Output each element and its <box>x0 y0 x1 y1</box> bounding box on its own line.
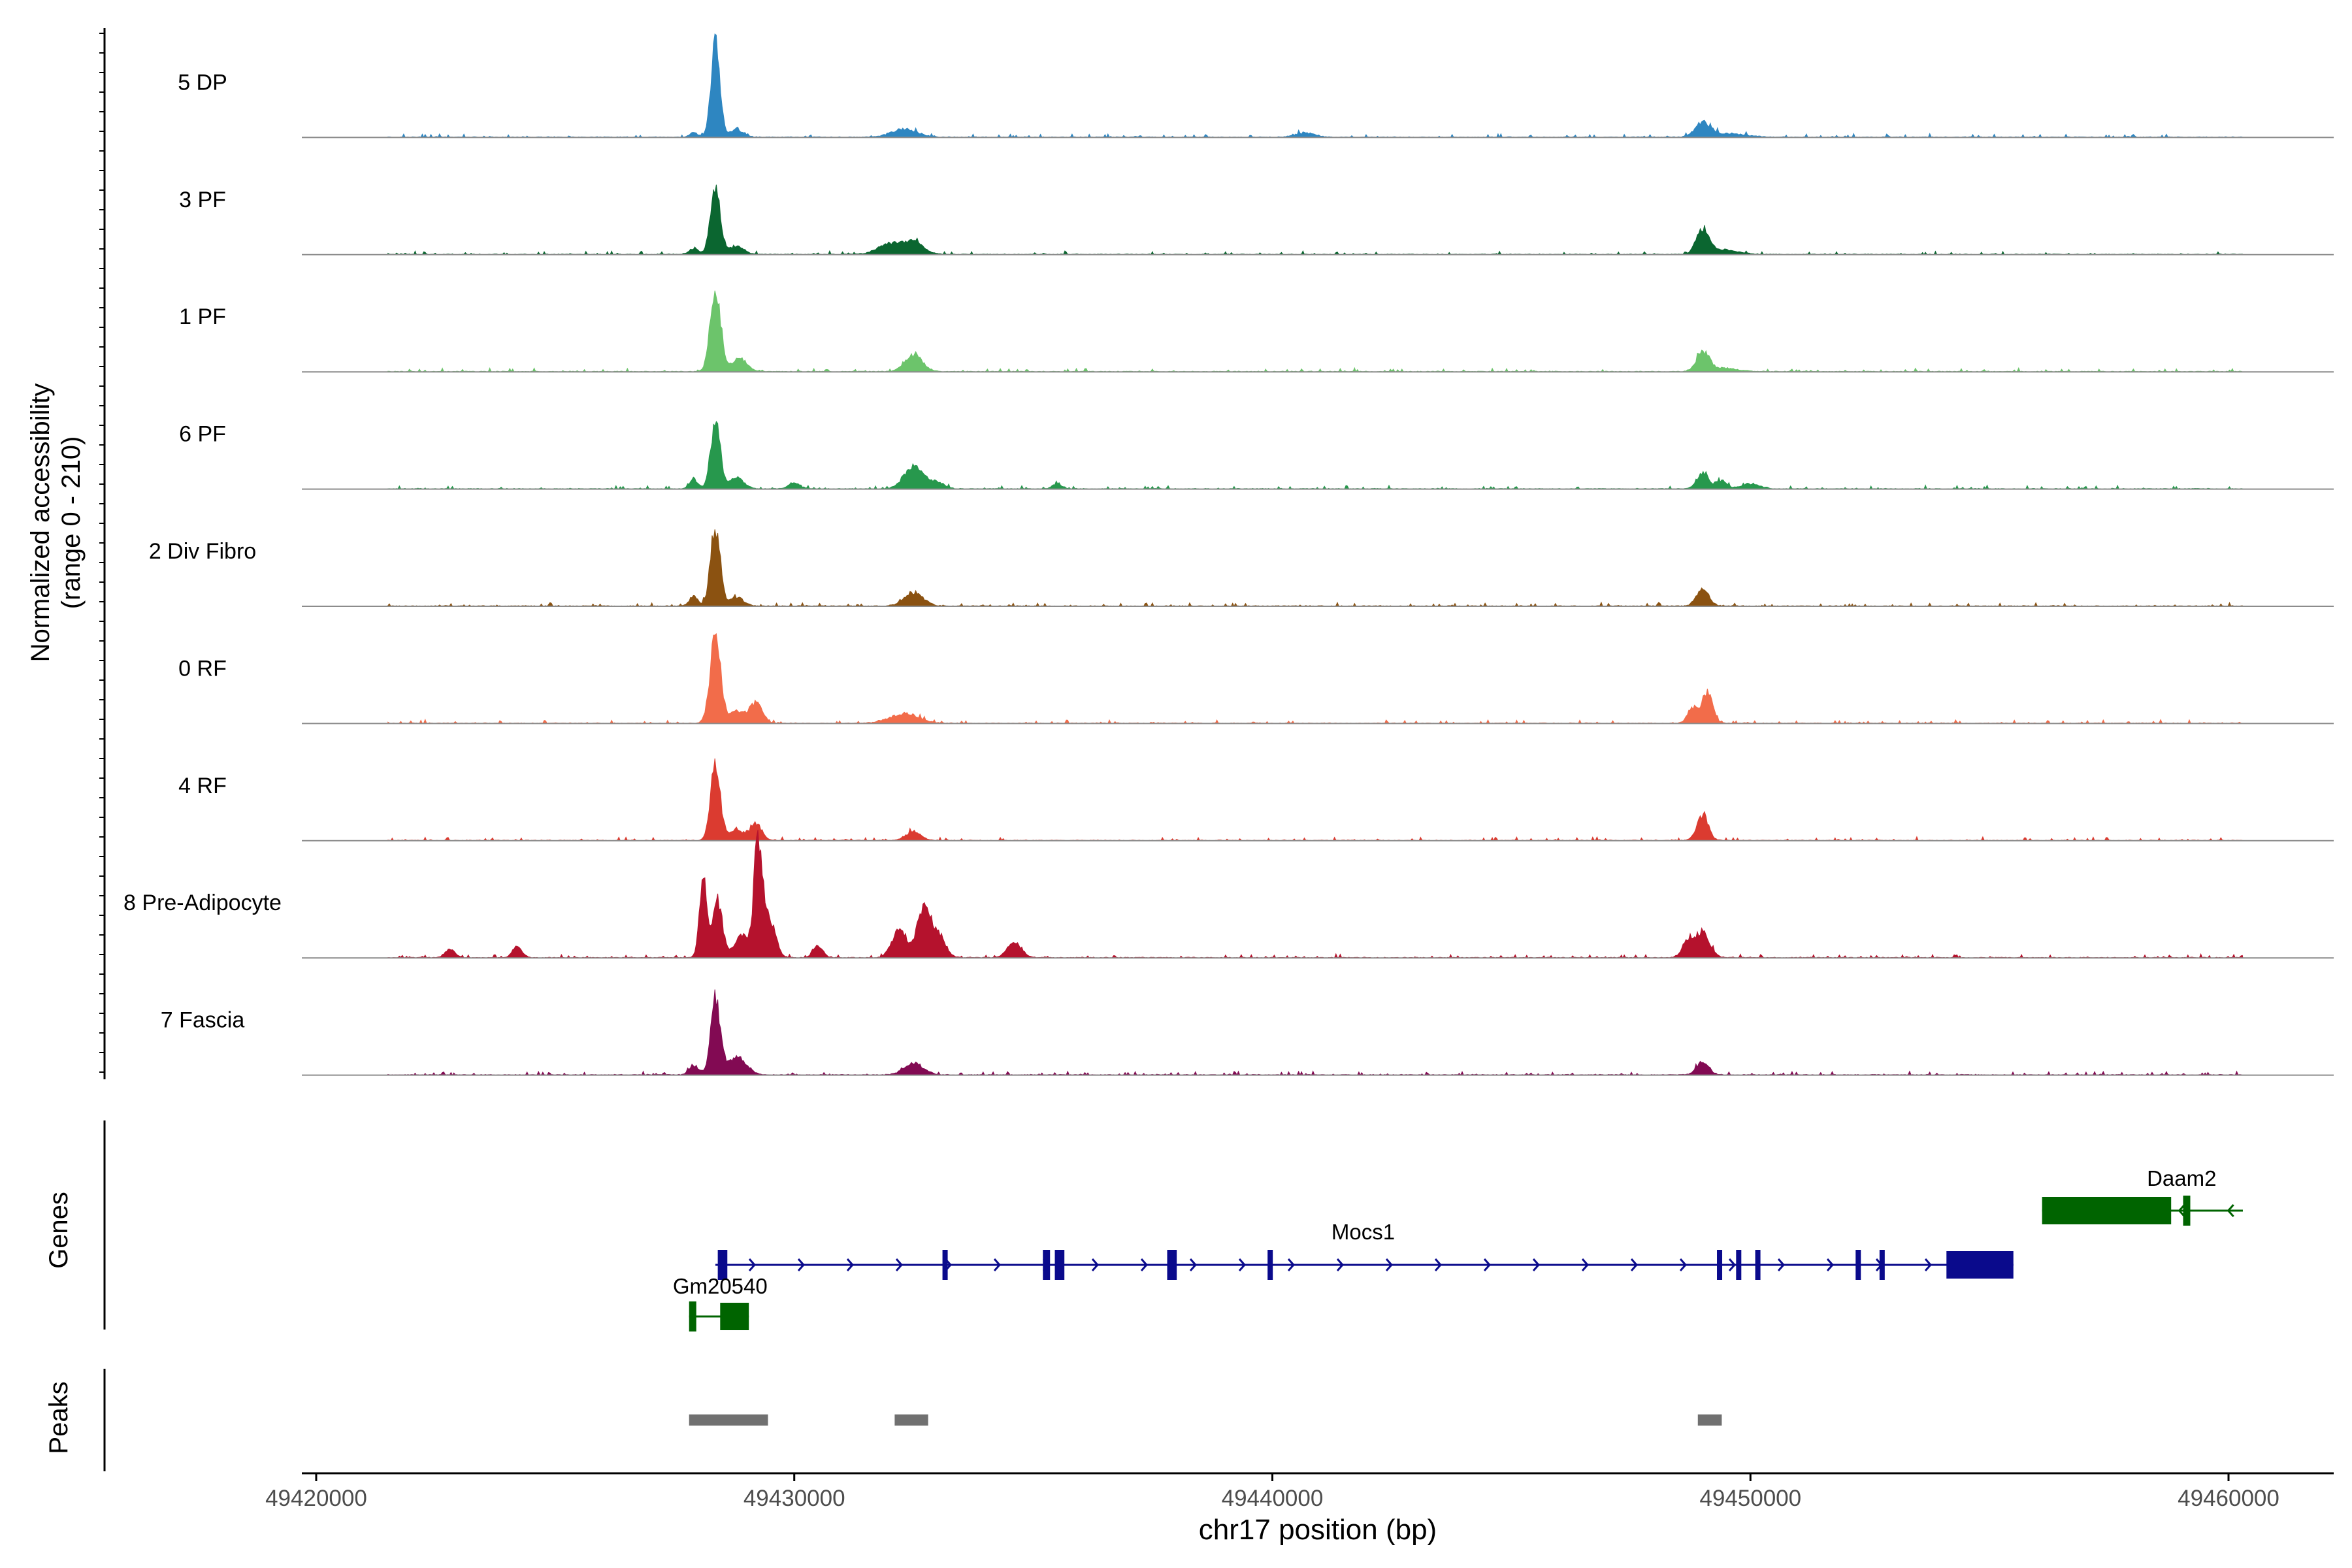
strand-arrow <box>1826 1258 1834 1271</box>
strand-arrow <box>1532 1258 1540 1271</box>
track-0-rf: 0 RF <box>178 632 2334 725</box>
track-area <box>387 33 2244 139</box>
strand-arrow <box>1434 1258 1442 1271</box>
track-4-rf: 4 RF <box>178 758 2334 842</box>
gene-exon <box>720 1303 749 1330</box>
genes-track-label: Genes <box>44 1192 73 1269</box>
strand-arrow <box>1924 1258 1932 1271</box>
x-tick-label: 49420000 <box>265 1486 367 1511</box>
strand-arrow <box>1336 1258 1344 1271</box>
strand-arrow <box>2178 1204 2185 1217</box>
strand-arrow <box>1483 1258 1491 1271</box>
track-area <box>387 529 2244 607</box>
strand-arrow <box>1385 1258 1393 1271</box>
gene-gm20540: Gm20540 <box>673 1274 768 1331</box>
strand-arrow <box>1140 1258 1148 1271</box>
peak-track <box>689 1414 1722 1426</box>
track-area <box>387 989 2243 1076</box>
track-label: 2 Div Fibro <box>149 539 256 564</box>
x-axis-title: chr17 position (bp) <box>1199 1514 1437 1546</box>
strand-arrow <box>1189 1258 1197 1271</box>
strand-arrow <box>1238 1258 1246 1271</box>
track-label: 7 Fascia <box>161 1008 245 1033</box>
y-axis-title: Normalized accessibility <box>26 384 55 662</box>
strand-arrow <box>748 1258 756 1271</box>
peak-region <box>1697 1414 1722 1426</box>
track-area <box>387 758 2244 842</box>
track-label: 6 PF <box>179 422 226 447</box>
strand-arrow <box>1581 1258 1589 1271</box>
track-label: 5 DP <box>178 70 227 95</box>
peaks-track-label: Peaks <box>44 1381 73 1454</box>
strand-arrow <box>895 1258 903 1271</box>
gene-exon <box>1946 1251 2014 1279</box>
gene-exon <box>1855 1250 1861 1280</box>
gene-exon <box>942 1250 948 1280</box>
track-3-pf: 3 PF <box>179 184 2334 255</box>
x-axis: 49420000 49430000 49440000 49450000 49460000 <box>265 1472 2334 1511</box>
track-area <box>387 290 2244 373</box>
gene-name: Gm20540 <box>673 1274 768 1298</box>
strand-arrow <box>993 1258 1001 1271</box>
track-area <box>387 184 2244 255</box>
strand-arrow <box>1679 1258 1687 1271</box>
track-8-pre-adipocyte: 8 Pre-Adipocyte <box>123 830 2334 959</box>
track-label: 8 Pre-Adipocyte <box>123 890 282 915</box>
peak-region <box>894 1414 928 1426</box>
gene-exon <box>1755 1250 1761 1280</box>
gene-name: Daam2 <box>2147 1166 2216 1190</box>
gene-exon <box>1167 1250 1177 1280</box>
track-area <box>387 421 2244 490</box>
gene-exon <box>1736 1250 1742 1280</box>
x-tick-label: 49440000 <box>1222 1486 1324 1511</box>
gene-exon <box>1879 1250 1885 1280</box>
strand-arrow <box>1777 1258 1785 1271</box>
gene-mocs1: Mocs1 <box>715 1220 2014 1280</box>
track-area <box>387 830 2244 959</box>
track-label: 1 PF <box>179 304 226 329</box>
strand-arrow <box>1630 1258 1638 1271</box>
gene-track: Mocs1 Daam2 Gm20540 <box>673 1166 2243 1331</box>
left-axis <box>99 28 106 1471</box>
track-2-div-fibro: 2 Div Fibro <box>149 529 2334 607</box>
track-label: 4 RF <box>178 774 227 798</box>
strand-arrow <box>2227 1204 2234 1217</box>
track-1-pf: 1 PF <box>179 290 2334 373</box>
gene-exon <box>689 1301 696 1331</box>
track-area <box>387 632 2244 725</box>
track-6-pf: 6 PF <box>179 421 2334 490</box>
strand-arrow <box>797 1258 805 1271</box>
strand-arrow <box>1091 1258 1099 1271</box>
gene-daam2: Daam2 <box>2042 1166 2243 1226</box>
gene-name: Mocs1 <box>1331 1220 1395 1244</box>
x-tick-label: 49430000 <box>743 1486 845 1511</box>
x-tick-label: 49450000 <box>1699 1486 1801 1511</box>
x-tick-label: 49460000 <box>2178 1486 2279 1511</box>
track-5-dp: 5 DP <box>178 33 2334 139</box>
strand-arrow <box>1287 1258 1295 1271</box>
track-label: 3 PF <box>179 188 226 212</box>
strand-arrow <box>1728 1258 1736 1271</box>
y-axis-range: (range 0 - 210) <box>57 436 86 610</box>
gene-exon <box>1717 1250 1723 1280</box>
peak-region <box>689 1414 768 1426</box>
strand-arrow <box>846 1258 854 1271</box>
coverage-tracks: 5 DP 3 PF 1 PF 6 PF 2 Div Fibro 0 RF 4 RF 8 Pre… <box>123 33 2334 1076</box>
track-label: 0 RF <box>178 656 227 681</box>
track-7-fascia: 7 Fascia <box>161 989 2334 1076</box>
gene-exon <box>2042 1197 2172 1224</box>
gene-exon <box>1043 1250 1051 1280</box>
gene-exon <box>1054 1250 1065 1280</box>
gene-exon <box>717 1250 728 1280</box>
gene-exon <box>2183 1196 2191 1226</box>
gene-exon <box>1267 1250 1273 1280</box>
